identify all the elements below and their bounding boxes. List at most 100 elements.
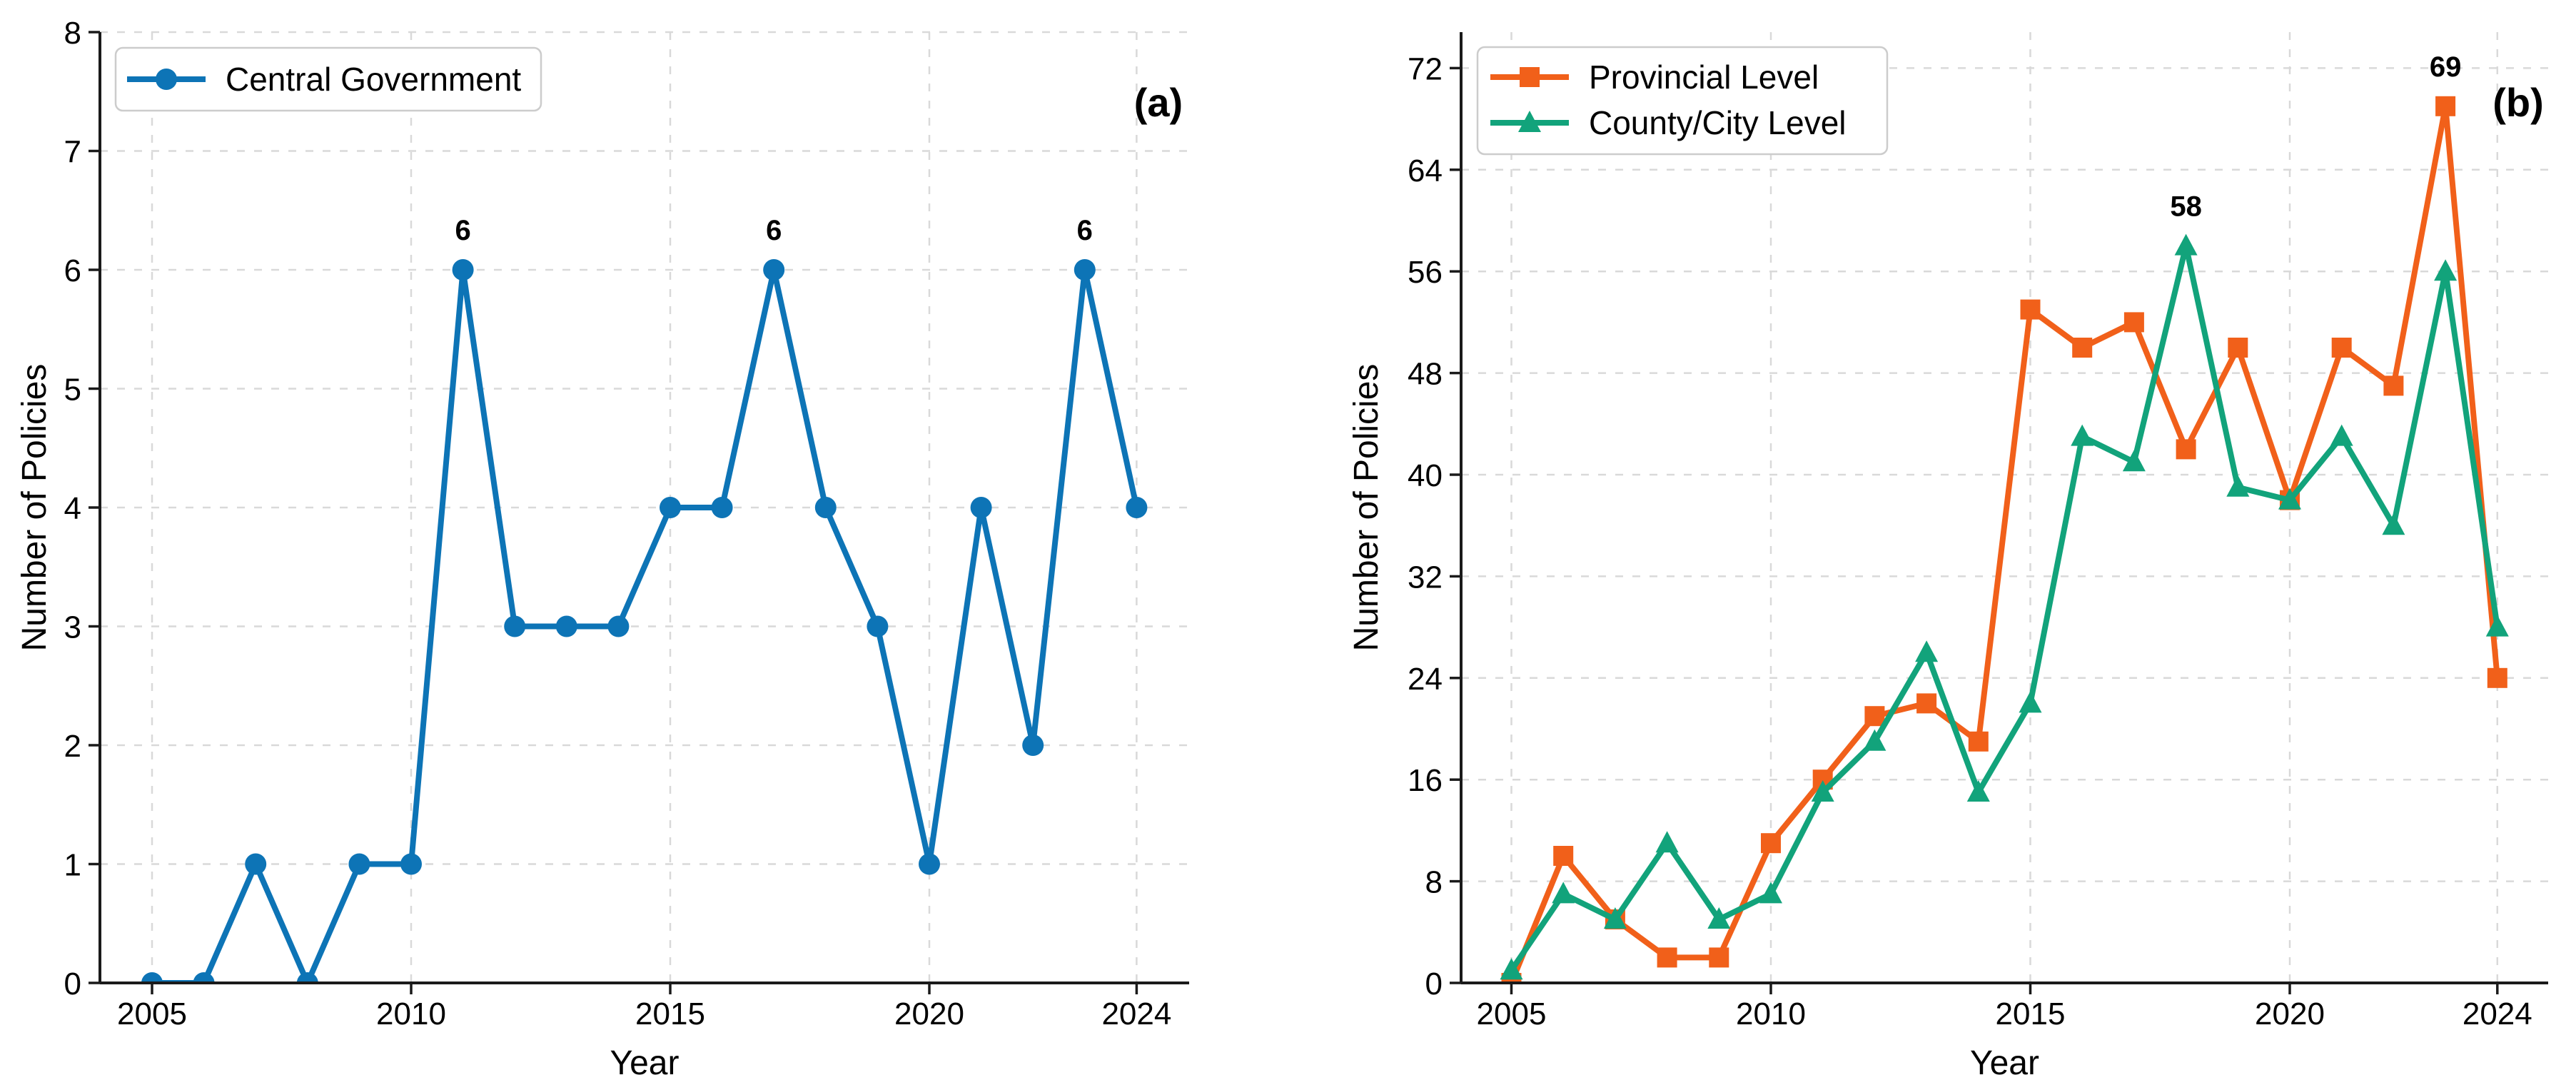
circle-marker [1126,497,1148,518]
square-marker [2020,299,2041,320]
square-marker [2176,439,2196,460]
triangle-marker [2382,513,2405,535]
series-county-city-level [1500,233,2509,980]
series-group-b [1500,96,2509,983]
y-tick-label: 6 [64,253,81,288]
circle-marker [193,972,215,983]
x-tick-label: 2005 [117,996,187,1031]
series-line [149,267,1140,983]
legend-circle-icon [156,69,177,90]
y-tick-label: 48 [1408,357,1443,392]
triangle-marker [2174,233,2198,256]
triangle-marker [2278,488,2301,510]
y-tick-label: 8 [64,16,81,51]
series-group-a [141,259,1148,983]
grid-b [1461,32,2548,983]
legend-square-icon [1520,67,1540,87]
legend-entry-label: Provincial Level [1589,59,1819,96]
triangle-marker [1655,831,1679,853]
triangle-marker [1863,729,1886,751]
square-marker [1916,693,1937,714]
x-tick-label: 2024 [2463,996,2532,1031]
circle-marker [141,972,163,983]
square-marker [2487,667,2507,688]
square-marker [1657,947,1677,968]
y-axis-title: Number of Policies [16,364,54,652]
square-marker [2435,96,2456,116]
circle-marker [711,497,733,518]
circle-marker [970,497,992,518]
square-marker [2228,338,2248,358]
square-marker [1709,947,1729,968]
triangle-marker [2434,259,2458,281]
series-central-government [141,259,1148,983]
legend-entry-label: County/City Level [1589,104,1847,141]
x-axis-title: Year [610,1044,680,1082]
y-tick-label: 56 [1408,255,1443,290]
data-point-annotation: 6 [766,215,782,246]
y-tick-label: 2 [64,729,81,764]
panel-b: 0 8 16 24 32 40 48 56 64 72 2005 2010 2015 2020 2024 Ye… [1348,32,2548,1082]
y-tick-label: 72 [1408,51,1443,86]
x-axis-title: Year [1970,1044,2039,1082]
triangle-marker [2330,424,2353,446]
triangle-marker [1759,882,1782,904]
triangle-marker [2485,615,2509,637]
triangle-marker [2122,450,2146,472]
circle-marker [763,259,785,281]
triangle-marker [1811,780,1834,802]
square-marker [2331,338,2352,358]
legend-box [1476,46,1889,156]
y-tick-label: 40 [1408,458,1443,493]
circle-marker [452,259,474,281]
y-tick-label: 7 [64,135,81,170]
y-tick-label: 64 [1408,153,1443,188]
y-axis-title: Number of Policies [1348,364,1385,652]
triangle-marker [2019,691,2042,713]
circle-marker [400,853,422,875]
legend-triangle-icon [1518,111,1541,132]
square-marker [2383,375,2404,396]
y-tick-label: 5 [64,373,81,408]
circle-marker [245,853,267,875]
axes-b [1450,32,2548,994]
series-line [1508,243,2500,974]
y-tick-label: 8 [1425,865,1443,900]
legend-b: Provincial Level County/City Level [1476,46,1889,156]
square-marker [1968,731,1989,752]
series-provincial-level [1501,96,2507,983]
triangle-marker [2071,424,2094,446]
circle-marker [1022,735,1044,756]
square-marker [1553,846,1574,866]
y-tick-label: 0 [1425,967,1443,1001]
y-tick-label: 32 [1408,560,1443,595]
y-tick-label: 4 [64,491,81,526]
triangle-marker [1707,907,1731,929]
triangle-marker [1915,640,1939,662]
data-point-annotation: 6 [1077,215,1093,246]
circle-marker [504,615,526,637]
x-tick-label: 2020 [2255,996,2325,1031]
legend-entry-label: Central Government [226,61,521,98]
y-tick-label: 24 [1408,662,1443,697]
legend-a: Central Government [114,46,542,112]
circle-marker [607,615,630,637]
panel-label: (b) [2492,80,2544,125]
circle-marker [1074,259,1096,281]
triangle-marker [1500,958,1523,980]
y-tick-label: 3 [64,610,81,645]
data-point-annotation: 6 [455,215,470,246]
axes-a [89,31,1189,994]
x-tick-label: 2024 [1101,996,1171,1031]
legend-box [114,46,542,112]
circle-marker [660,497,681,518]
square-marker [1761,833,1781,854]
circle-marker [555,615,577,637]
triangle-marker [1966,780,1990,802]
triangle-marker [2226,475,2250,497]
panel-a: 0 1 2 3 4 5 6 7 8 2005 2010 2015 2020 2024 Year Number … [16,16,1189,1082]
x-tick-label: 2005 [1477,996,1547,1031]
square-marker [2072,338,2093,358]
circle-marker [348,853,370,875]
